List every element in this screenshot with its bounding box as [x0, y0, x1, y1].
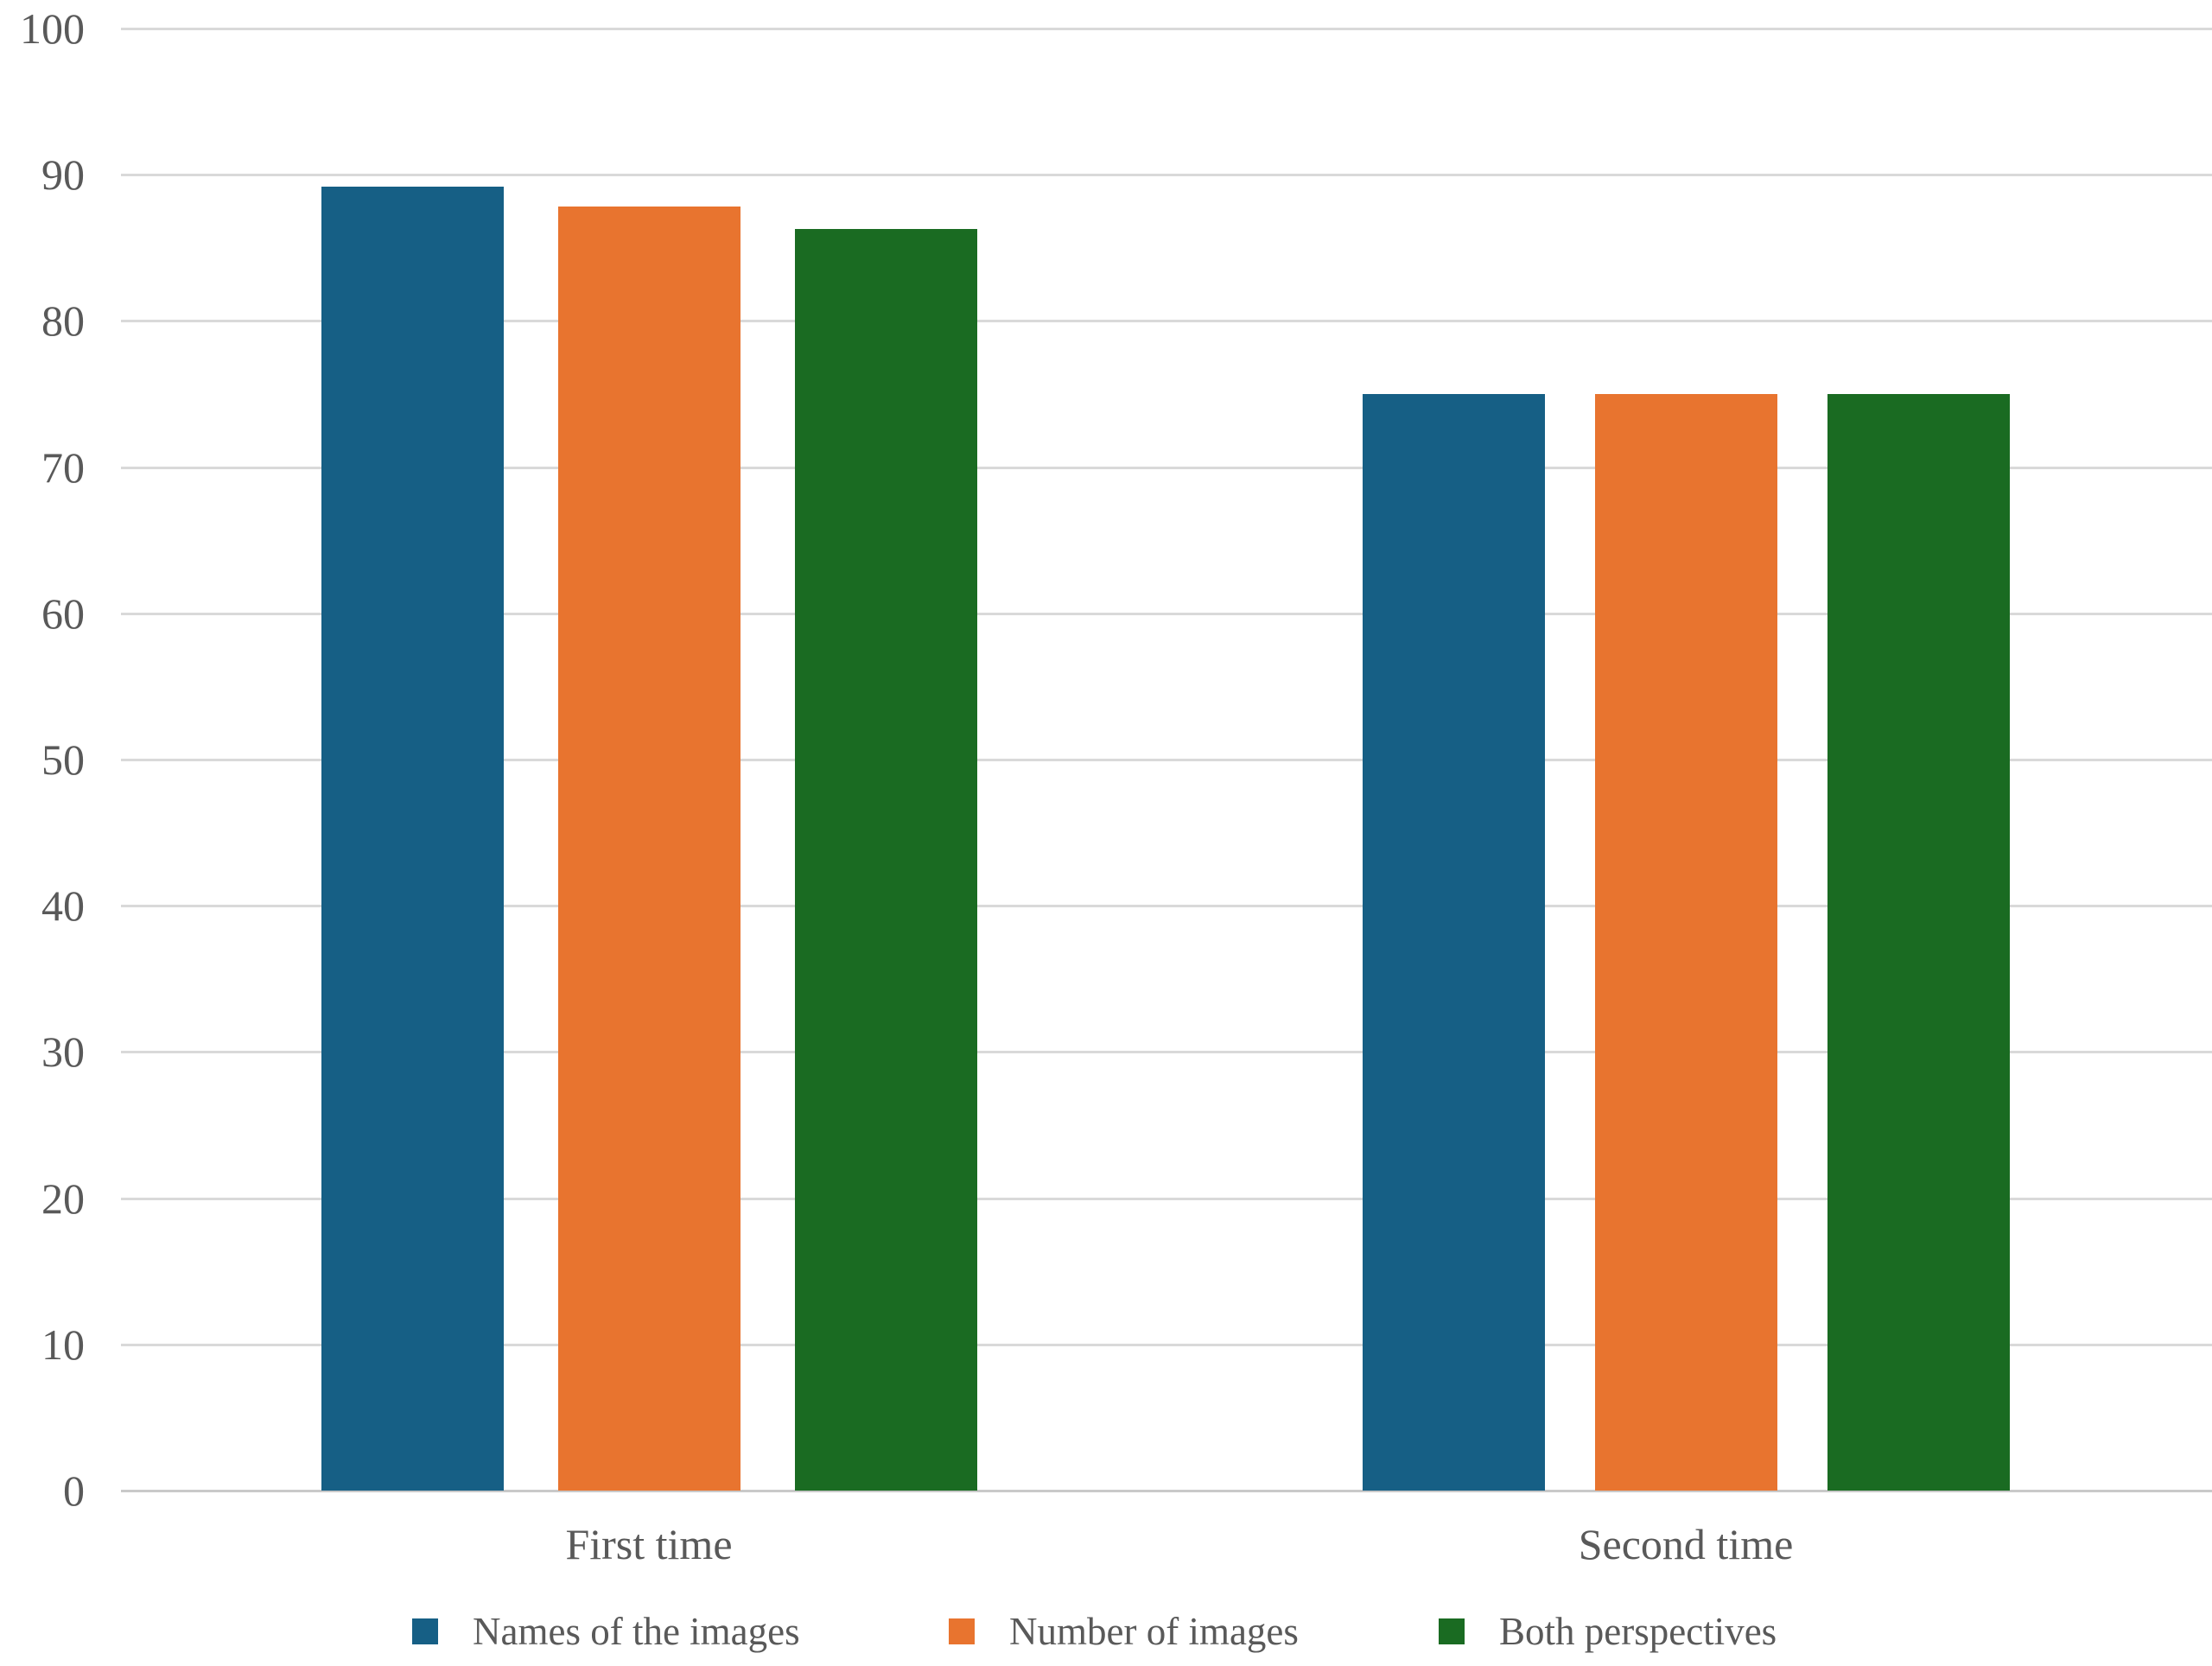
- legend-swatch-blue-icon: [412, 1618, 438, 1644]
- y-tick-label-10: 10: [41, 1319, 85, 1369]
- x-axis-label-second-time: Second time: [1578, 1520, 1794, 1568]
- legend-swatch-orange-icon: [949, 1618, 975, 1644]
- y-tick-label-50: 50: [41, 735, 85, 784]
- bar-second-time-names-of-the-images: [1363, 394, 1545, 1491]
- gridline-50: [121, 759, 2212, 761]
- y-tick-label-30: 30: [41, 1027, 85, 1077]
- legend-swatch-green-icon: [1439, 1618, 1465, 1644]
- legend-label: Both perspectives: [1499, 1610, 1777, 1653]
- gridline-30: [121, 1051, 2212, 1054]
- x-axis-label-first-time: First time: [565, 1520, 733, 1568]
- legend-label: Number of images: [1009, 1610, 1299, 1653]
- gridline-80: [121, 320, 2212, 323]
- legend-item-both-perspectives: Both perspectives: [1439, 1609, 1777, 1654]
- gridline-10: [121, 1343, 2212, 1346]
- bar-first-time-names-of-the-images: [321, 186, 504, 1491]
- legend-item-number-of-images: Number of images: [949, 1609, 1299, 1654]
- y-tick-label-70: 70: [41, 442, 85, 492]
- bar-first-time-both-perspectives: [795, 228, 977, 1491]
- gridline-100: [121, 28, 2212, 30]
- y-tick-label-60: 60: [41, 588, 85, 638]
- gridline-0: [121, 1490, 2212, 1492]
- legend-item-names-of-the-images: Names of the images: [412, 1609, 800, 1654]
- y-tick-label-80: 80: [41, 296, 85, 346]
- y-tick-label-40: 40: [41, 881, 85, 931]
- y-tick-label-100: 100: [20, 4, 85, 53]
- y-tick-label-0: 0: [63, 1466, 85, 1515]
- bar-second-time-number-of-images: [1595, 394, 1777, 1491]
- gridline-40: [121, 905, 2212, 908]
- legend-label: Names of the images: [473, 1610, 800, 1653]
- bar-second-time-both-perspectives: [1827, 394, 2010, 1491]
- gridline-70: [121, 466, 2212, 469]
- gridline-90: [121, 174, 2212, 177]
- y-tick-label-90: 90: [41, 150, 85, 200]
- gridline-60: [121, 612, 2212, 615]
- gridline-20: [121, 1197, 2212, 1200]
- y-tick-label-20: 20: [41, 1173, 85, 1223]
- bar-first-time-number-of-images: [558, 207, 741, 1491]
